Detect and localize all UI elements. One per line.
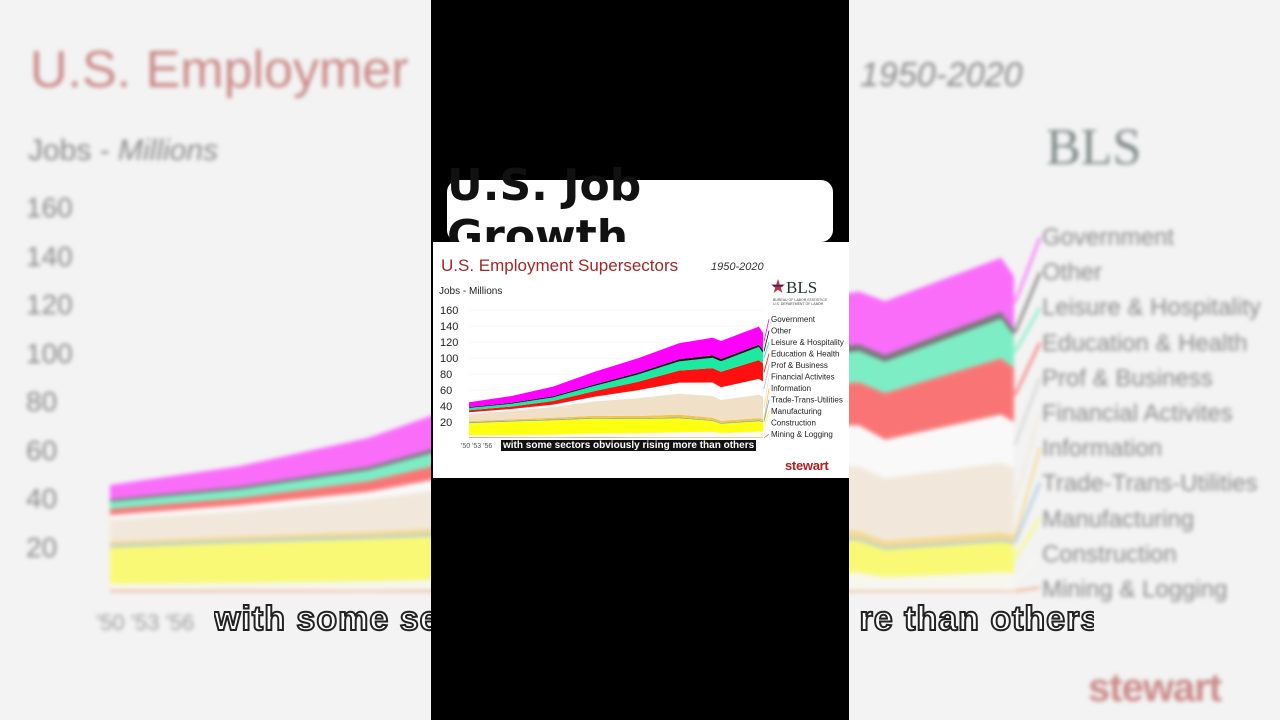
y-tick-label: 20 — [440, 417, 452, 429]
background-legend-label: Government — [1042, 224, 1175, 251]
background-y-tick: 80 — [26, 386, 58, 417]
background-legend-label: Mining & Logging — [1042, 576, 1228, 603]
background-years: 1950-2020 — [860, 56, 1023, 94]
area-trade-trans-utilities — [469, 417, 763, 424]
legend-label: Trade-Trans-Utilities — [771, 396, 843, 405]
area-government — [469, 326, 763, 408]
legend-label: Other — [771, 327, 791, 336]
y-tick-label: 40 — [440, 401, 452, 413]
background-legend-label: Construction — [1042, 540, 1177, 568]
background-legend-label: Prof & Business — [1042, 364, 1213, 392]
legend-leader — [1013, 237, 1042, 304]
legend-leader — [1013, 412, 1042, 502]
stacked-area-chart: 20 40 60 80 100 120 140 160 Government Other Leisu… — [440, 305, 844, 439]
background-y-tick: 140 — [26, 240, 73, 272]
legend-leader — [763, 330, 770, 352]
background-legend-label: Other — [1042, 259, 1103, 287]
legend-leader — [763, 399, 770, 422]
background-xticks: '50 '53 '56 — [96, 610, 195, 635]
subtitle-caption: with some sectors obviously rising more … — [501, 440, 757, 451]
area-manufacturing — [469, 418, 763, 436]
legend-leader — [1014, 551, 1041, 583]
legend-leader — [1013, 377, 1042, 446]
legend-label: Education & Health — [771, 350, 840, 359]
chart-title: U.S. Employment Supersectors — [441, 256, 679, 275]
headline-title: U.S. Job Growth — [447, 160, 833, 262]
chart-slide: U.S. Employment Supersectors 1950-2020 J… — [433, 242, 849, 478]
y-tick-label: 120 — [440, 337, 458, 349]
area-education-health — [469, 360, 763, 413]
area-financial-activites — [469, 393, 763, 422]
background-legend-label: Information — [1042, 435, 1163, 463]
legend-label: Financial Activites — [771, 373, 835, 382]
background-legend-label: Manufacturing — [1042, 505, 1195, 533]
y-tick-label: 60 — [440, 385, 452, 397]
legend-leader — [1013, 447, 1042, 539]
background-caption: with some se re than others — [214, 600, 1094, 639]
background-stewart-logo: stewart — [1088, 666, 1222, 710]
legend-leader — [1013, 307, 1042, 353]
background-legend-label: Financial Activites — [1042, 400, 1233, 427]
legend-leader — [763, 388, 770, 421]
chart-subtitle: 1950-2020 — [711, 261, 764, 273]
background-legend-label: Trade-Trans-Utilities — [1042, 470, 1258, 498]
legend-label: Information — [771, 384, 811, 393]
legend-leader — [763, 376, 770, 408]
background-y-tick: 60 — [26, 434, 58, 466]
y-tick-label: 80 — [440, 369, 452, 381]
background-legend-label: Leisure & Hospitality — [1042, 294, 1261, 322]
legend-leader — [1013, 482, 1042, 544]
legend-leader — [763, 319, 770, 342]
background-y-tick: 20 — [26, 531, 58, 563]
legend-label: Manufacturing — [771, 407, 822, 416]
background-y-tick: 160 — [26, 192, 73, 223]
legend-leader — [763, 422, 770, 435]
legend-label: Mining & Logging — [771, 430, 833, 439]
legend-leader — [763, 433, 770, 439]
background-jobs-label: Jobs - Millions — [28, 134, 219, 167]
legend-leader — [1014, 586, 1041, 593]
legend-label: Leisure & Hospitality — [771, 338, 844, 347]
legend-leader — [1013, 516, 1042, 560]
area-mining-logging — [469, 437, 763, 438]
legend-leader — [763, 411, 770, 427]
legend-label: Government — [771, 315, 816, 324]
legend-leader — [763, 342, 770, 359]
legend-label: Construction — [771, 419, 816, 428]
background-bls-logo: BLS — [1046, 119, 1142, 176]
background-y-tick: 120 — [26, 289, 73, 320]
x-axis-ticks: '50 '53 '56 — [461, 443, 493, 450]
background-title: U.S. Employmer — [30, 41, 409, 99]
legend-leader — [1013, 342, 1042, 396]
background-y-tick: 40 — [26, 483, 58, 514]
bls-logo-text: BLS — [786, 278, 818, 297]
legend-leader — [1013, 272, 1042, 333]
star-eagle-icon — [771, 279, 785, 293]
y-axis-label: Jobs - Millions — [439, 286, 503, 297]
legend-label: Prof & Business — [771, 361, 828, 370]
y-tick-label: 160 — [440, 305, 458, 317]
y-tick-label: 100 — [440, 353, 458, 365]
legend-leader — [763, 365, 770, 390]
bls-logo-subtitle: BUREAU OF LABOR STATISTICS U.S. DEPARTMEN… — [773, 298, 827, 306]
stewart-logo: stewart — [785, 458, 829, 473]
y-tick-label: 140 — [440, 321, 458, 333]
background-y-tick: 100 — [26, 337, 73, 369]
area-leisure-hospitality — [469, 346, 763, 411]
legend-leader — [763, 353, 770, 373]
area-information — [469, 414, 763, 423]
background-legend-label: Education & Health — [1042, 329, 1248, 357]
